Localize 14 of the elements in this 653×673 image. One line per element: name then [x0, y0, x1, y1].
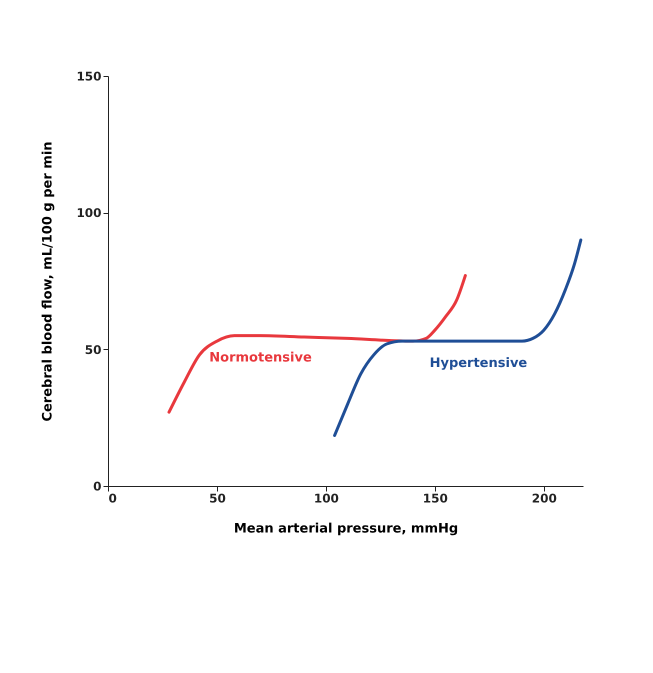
y-axis-title: Cerebral blood flow, mL/100 g per min: [40, 141, 56, 422]
x-tick-label: 200: [532, 492, 557, 506]
y-tick-label: 50: [84, 342, 102, 357]
series-label: Normotensive: [209, 350, 312, 366]
x-axis-title: Mean arterial pressure, mmHg: [234, 522, 458, 536]
x-tick-label: 50: [209, 492, 226, 506]
y-tick-label: 150: [76, 70, 102, 84]
x-tick-label: 0: [108, 492, 117, 506]
series-label: Hypertensive: [430, 356, 528, 372]
line-series: [333, 238, 582, 437]
x-tick-label: 150: [422, 492, 448, 506]
x-tick-label: 100: [314, 492, 339, 506]
y-tick-label: 100: [76, 206, 102, 220]
y-tick-label: 0: [93, 480, 102, 494]
